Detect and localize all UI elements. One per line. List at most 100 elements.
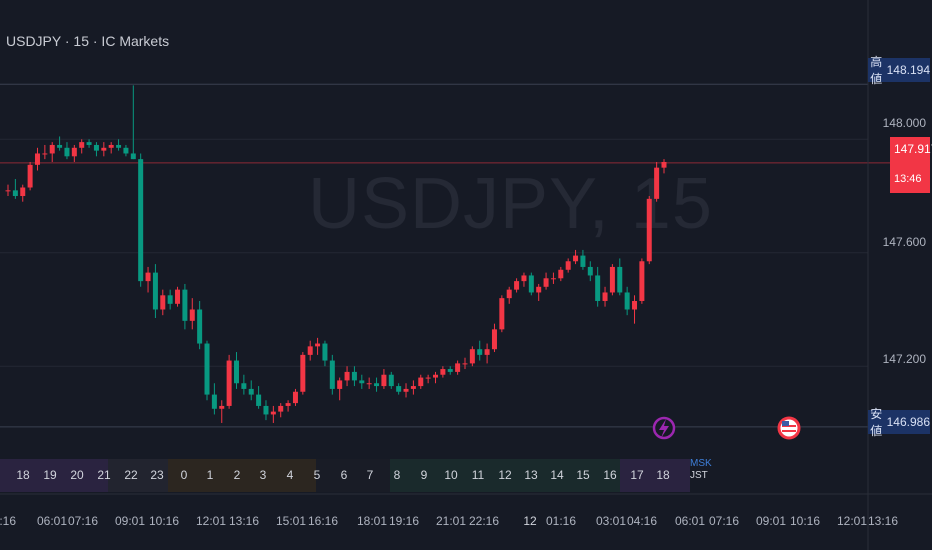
- session-hour-label: 11: [471, 468, 485, 482]
- candle-body: [639, 261, 645, 301]
- candle-body: [410, 386, 416, 389]
- time-tick-label: 10:16: [789, 514, 821, 528]
- candle-body: [617, 266, 623, 293]
- candle-body: [175, 289, 181, 304]
- candle-body: [396, 386, 402, 392]
- candle-body: [587, 266, 593, 276]
- time-tick-label: 07:16: [67, 514, 99, 528]
- time-tick-label: 06:01: [36, 514, 68, 528]
- candle-body: [550, 278, 556, 280]
- flag-canton: [782, 421, 789, 426]
- candle-body: [558, 269, 564, 279]
- low-key: 安値: [870, 407, 883, 438]
- high-key: 高値: [870, 55, 883, 86]
- time-tick-label: 07:16: [708, 514, 740, 528]
- candle-body: [469, 349, 475, 364]
- time-tick-label: 21:01: [435, 514, 467, 528]
- session-band: [0, 459, 108, 492]
- session-hour-label: 4: [286, 468, 294, 482]
- candle-body: [661, 161, 667, 168]
- lightning-bolt: [659, 419, 669, 438]
- session-hour-label: 23: [150, 468, 164, 482]
- candle-body: [42, 153, 48, 155]
- candle-body: [256, 394, 262, 406]
- time-tick-label: 09:01: [755, 514, 787, 528]
- low-price-badge: 安値 146.986: [868, 407, 930, 438]
- candle-body: [381, 374, 387, 387]
- session-hour-label: 19: [43, 468, 57, 482]
- time-tick-label: 12:01: [836, 514, 868, 528]
- time-tick-label: 12:01: [195, 514, 227, 528]
- high-price-badge: 高値 148.194: [868, 55, 930, 86]
- time-tick-label: 19:16: [388, 514, 420, 528]
- candle-body: [226, 360, 232, 406]
- price-tick-label: 147.200: [882, 352, 926, 366]
- candle-body: [418, 377, 424, 387]
- candle-body: [580, 255, 586, 267]
- time-tick-label: 01:16: [545, 514, 577, 528]
- candle-body: [307, 346, 313, 355]
- candle-body: [79, 142, 85, 148]
- candle-body: [93, 144, 99, 151]
- candle-body: [71, 147, 77, 157]
- price-tick-label: 147.600: [882, 235, 926, 249]
- candle-body: [521, 275, 527, 282]
- candle-body: [462, 363, 468, 365]
- session-band: [620, 459, 690, 492]
- candle-body: [484, 349, 490, 355]
- time-tick-label: 13:16: [867, 514, 899, 528]
- session-hour-label: 17: [630, 468, 644, 482]
- candle-body: [270, 411, 276, 415]
- time-tick-label: 09:01: [114, 514, 146, 528]
- candle-body: [204, 343, 210, 395]
- session-hour-label: 6: [340, 468, 348, 482]
- session-hour-label: 9: [420, 468, 428, 482]
- time-tick-label: 04:16: [0, 514, 17, 528]
- time-tick-label: 04:16: [626, 514, 658, 528]
- candle-body: [5, 190, 11, 192]
- candle-body: [609, 266, 615, 293]
- session-hour-label: 1: [206, 468, 214, 482]
- candle-body: [447, 369, 453, 372]
- session-hour-label: 7: [366, 468, 374, 482]
- candle-body: [219, 405, 225, 409]
- last-price: 147.917: [894, 142, 932, 156]
- candle-body: [573, 255, 579, 262]
- flag-stripe: [782, 430, 796, 432]
- low-value: 146.986: [886, 415, 930, 429]
- candle-body: [344, 371, 350, 381]
- session-hour-label: 2: [233, 468, 241, 482]
- candle-body: [49, 144, 55, 154]
- candle-body: [425, 377, 431, 379]
- candle-body: [322, 343, 328, 361]
- session-hour-label: 10: [444, 468, 458, 482]
- candle-body: [433, 374, 439, 378]
- candle-body: [182, 289, 188, 321]
- session-hour-label: 13: [524, 468, 538, 482]
- candle-body: [388, 374, 394, 387]
- session-band: [390, 459, 620, 492]
- bar-countdown: 13:46: [894, 173, 922, 185]
- session-hour-label: 22: [124, 468, 138, 482]
- candle-body: [138, 159, 144, 282]
- chart-title: USDJPY · 15 · IC Markets: [6, 33, 170, 49]
- session-hour-label: 20: [70, 468, 84, 482]
- timezone-top: MSK: [690, 458, 712, 469]
- candle-body: [366, 383, 372, 385]
- candle-body: [602, 292, 608, 301]
- candle-body: [654, 167, 660, 199]
- candle-body: [491, 329, 497, 350]
- session-hour-label: 12: [498, 468, 512, 482]
- candle-body: [477, 349, 483, 355]
- time-tick-label: 18:01: [356, 514, 388, 528]
- candle-body: [374, 383, 380, 387]
- timezone-bottom: JST: [690, 470, 708, 481]
- candle-body: [123, 147, 129, 154]
- session-band: [168, 459, 316, 492]
- candle-body: [543, 278, 549, 287]
- time-tick-label: 06:01: [674, 514, 706, 528]
- last-price-badge: 147.917 13:46: [890, 137, 932, 193]
- session-hour-label: 3: [259, 468, 267, 482]
- candle-body: [27, 164, 33, 188]
